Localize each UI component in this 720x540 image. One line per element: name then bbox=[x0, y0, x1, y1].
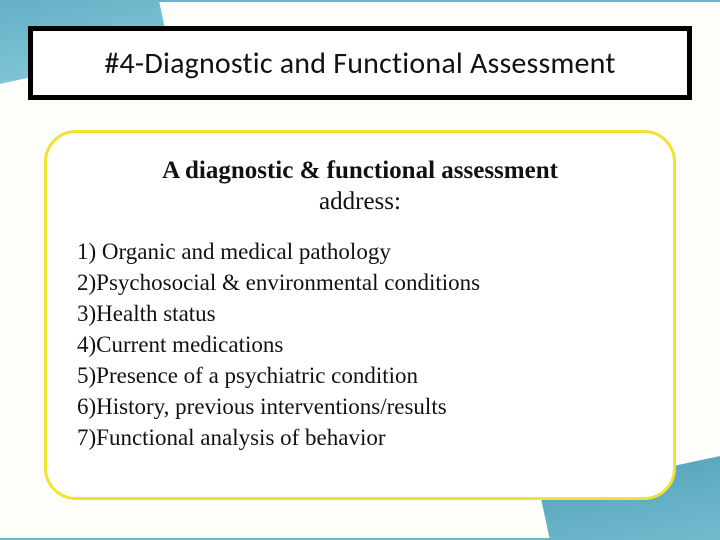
list-text: History, previous interventions/results bbox=[96, 394, 447, 419]
list-text: Psychosocial & environmental conditions bbox=[96, 270, 480, 295]
subheading: A diagnostic & functional assessment add… bbox=[77, 155, 643, 218]
list-number: 3) bbox=[77, 298, 96, 329]
title-box: #4-Diagnostic and Functional Assessment bbox=[28, 26, 692, 100]
list-item: 6)History, previous interventions/result… bbox=[77, 391, 643, 422]
list-text: Presence of a psychiatric condition bbox=[96, 363, 418, 388]
list-text: Organic and medical pathology bbox=[96, 239, 391, 264]
list-item: 7)Functional analysis of behavior bbox=[77, 422, 643, 453]
subheading-bold: A diagnostic & functional assessment bbox=[162, 157, 558, 184]
list-item: 4)Current medications bbox=[77, 329, 643, 360]
list-number: 7) bbox=[77, 422, 96, 453]
list-item: 1) Organic and medical pathology bbox=[77, 236, 643, 267]
list-number: 4) bbox=[77, 329, 96, 360]
list-item: 5)Presence of a psychiatric condition bbox=[77, 360, 643, 391]
slide: #4-Diagnostic and Functional Assessment … bbox=[0, 0, 720, 540]
list-number: 2) bbox=[77, 267, 96, 298]
list-number: 6) bbox=[77, 391, 96, 422]
list-text: Functional analysis of behavior bbox=[96, 425, 385, 450]
slide-title: #4-Diagnostic and Functional Assessment bbox=[104, 45, 615, 82]
list-number: 1) bbox=[77, 236, 96, 267]
list-item: 3)Health status bbox=[77, 298, 643, 329]
list-text: Health status bbox=[96, 301, 215, 326]
list-number: 5) bbox=[77, 360, 96, 391]
list-item: 2)Psychosocial & environmental condition… bbox=[77, 267, 643, 298]
assessment-list: 1) Organic and medical pathology 2)Psych… bbox=[77, 236, 643, 453]
content-box: A diagnostic & functional assessment add… bbox=[44, 130, 676, 500]
subheading-rest: address: bbox=[319, 188, 401, 215]
list-text: Current medications bbox=[96, 332, 283, 357]
